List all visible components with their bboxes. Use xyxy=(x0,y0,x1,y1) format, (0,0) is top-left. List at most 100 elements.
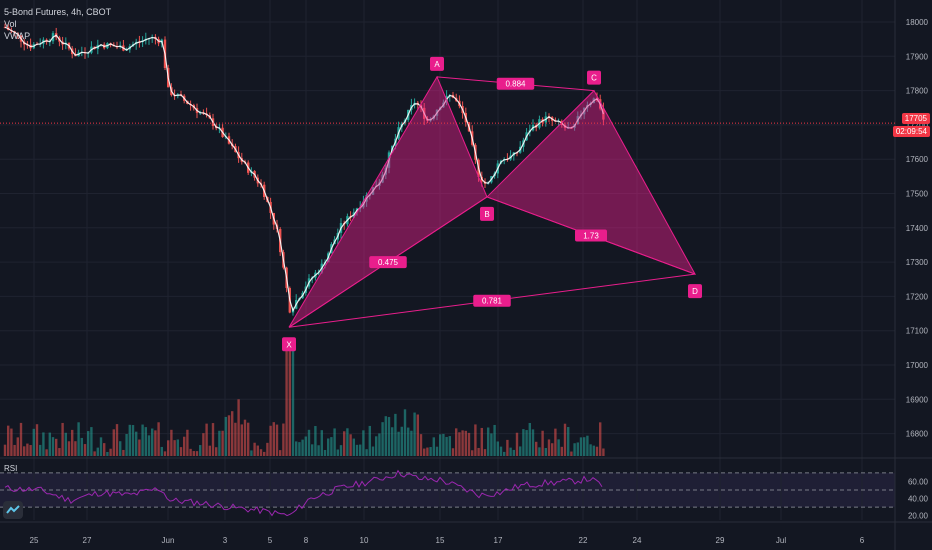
study-vol-label[interactable]: Vol xyxy=(4,19,17,29)
ratio-label-box xyxy=(473,294,511,307)
volume-bar xyxy=(448,436,451,456)
volume-bar xyxy=(13,444,16,456)
symbol-title[interactable]: 5-Bond Futures xyxy=(4,7,67,17)
price-tick-label: 17400 xyxy=(906,224,929,233)
pattern-point-box[interactable] xyxy=(688,284,702,299)
ratio-label: 1.73 xyxy=(583,232,599,241)
volume-bar xyxy=(423,448,426,456)
volume-bar xyxy=(7,425,10,456)
volume-bar xyxy=(259,449,263,456)
volume-bar xyxy=(243,419,247,456)
volume-bar xyxy=(144,427,147,456)
volume-bar xyxy=(416,414,419,456)
interval-label[interactable]: 4h xyxy=(71,7,82,17)
volume-bar xyxy=(375,436,378,456)
volume-bar xyxy=(391,427,394,456)
ratio-label: 0.884 xyxy=(505,80,526,89)
volume-bar xyxy=(317,445,320,456)
volume-bar xyxy=(538,447,541,456)
volume-bar xyxy=(397,431,400,456)
volume-bar xyxy=(237,399,240,456)
volume-bar xyxy=(263,451,266,456)
tradingview-logo-icon[interactable] xyxy=(3,501,23,519)
volume-bar xyxy=(272,422,275,456)
harmonic-pattern[interactable]: 0.475 0.884 1.73 0.781 X A B C D xyxy=(282,56,702,352)
pattern-point-box[interactable] xyxy=(430,56,444,71)
vwap-line xyxy=(4,26,604,313)
pattern-point-label: D xyxy=(692,287,698,296)
volume-bar xyxy=(573,443,576,456)
volume-bar xyxy=(602,448,605,456)
volume-bar xyxy=(58,448,61,456)
volume-bar xyxy=(432,437,435,456)
volume-bar xyxy=(509,447,512,456)
volume-bar xyxy=(544,447,547,456)
volume-bar xyxy=(512,449,515,456)
current-price-badge: 17705 xyxy=(901,113,930,124)
volume-bar xyxy=(205,423,208,456)
volume-bar xyxy=(128,424,131,456)
volume-bar xyxy=(567,427,570,456)
volume-bar xyxy=(570,451,573,456)
volume-bar xyxy=(557,439,560,456)
volume-bar xyxy=(461,430,464,456)
volume-bar xyxy=(554,428,557,456)
time-tick-label: Jun xyxy=(162,536,175,545)
time-tick-label: 15 xyxy=(436,536,445,545)
volume-bar xyxy=(589,444,592,456)
volume-bar xyxy=(291,346,295,456)
ratio-label: 0.475 xyxy=(378,258,399,267)
time-tick-label: 17 xyxy=(494,536,503,545)
volume-bar xyxy=(224,416,227,456)
volume-bar xyxy=(339,445,343,456)
volume-bar xyxy=(298,442,301,456)
volume-bar xyxy=(595,446,599,456)
countdown-badge: 02:09:54 xyxy=(892,126,930,137)
volume-bar xyxy=(429,447,432,456)
volume-bar xyxy=(218,430,221,456)
legend: 5-Bond Futures, 4h, CBOT Vol VWAP xyxy=(4,7,112,41)
volume-bar xyxy=(227,415,231,456)
price-tick-label: 17600 xyxy=(906,155,929,164)
rsi-label[interactable]: RSI xyxy=(4,464,17,473)
volume-bar xyxy=(122,449,125,456)
pattern-point-box[interactable] xyxy=(282,337,296,352)
volume-bar xyxy=(135,431,138,456)
time-tick-label: 5 xyxy=(268,536,273,545)
volume-bar xyxy=(151,428,154,456)
volume-bar xyxy=(51,437,55,456)
volume-bar xyxy=(355,444,359,456)
pattern-point-box[interactable] xyxy=(587,70,601,85)
volume-bar xyxy=(138,439,141,456)
volume-bar xyxy=(192,451,195,456)
volume-bar xyxy=(96,447,99,456)
study-vwap-label[interactable]: VWAP xyxy=(4,31,31,41)
rsi-tick-label: 20.00 xyxy=(908,512,929,521)
pattern-point-box[interactable] xyxy=(480,206,494,221)
volume-bar xyxy=(320,430,323,456)
volume-bar xyxy=(474,424,477,456)
volume-bar xyxy=(304,436,307,456)
volume-bar xyxy=(365,449,368,456)
volume-bar xyxy=(173,440,176,456)
price-tick-label: 17900 xyxy=(906,52,929,61)
time-tick-label: 24 xyxy=(633,536,642,545)
volume-bar xyxy=(519,446,522,456)
volume-bar xyxy=(269,425,272,456)
volume-bar xyxy=(288,346,291,456)
ratio-label-box xyxy=(496,77,535,90)
volume-bar xyxy=(413,412,416,456)
volume-bar xyxy=(378,433,381,456)
volume-bar xyxy=(250,450,253,456)
volume-bars xyxy=(3,346,605,456)
price-tick-label: 18000 xyxy=(906,18,929,27)
volume-bar xyxy=(336,449,339,456)
exchange-label: CBOT xyxy=(86,7,112,17)
volume-bar xyxy=(451,448,455,456)
price-tick-label: 17500 xyxy=(906,190,929,199)
volume-bar xyxy=(167,440,170,456)
volume-bar xyxy=(487,427,490,456)
